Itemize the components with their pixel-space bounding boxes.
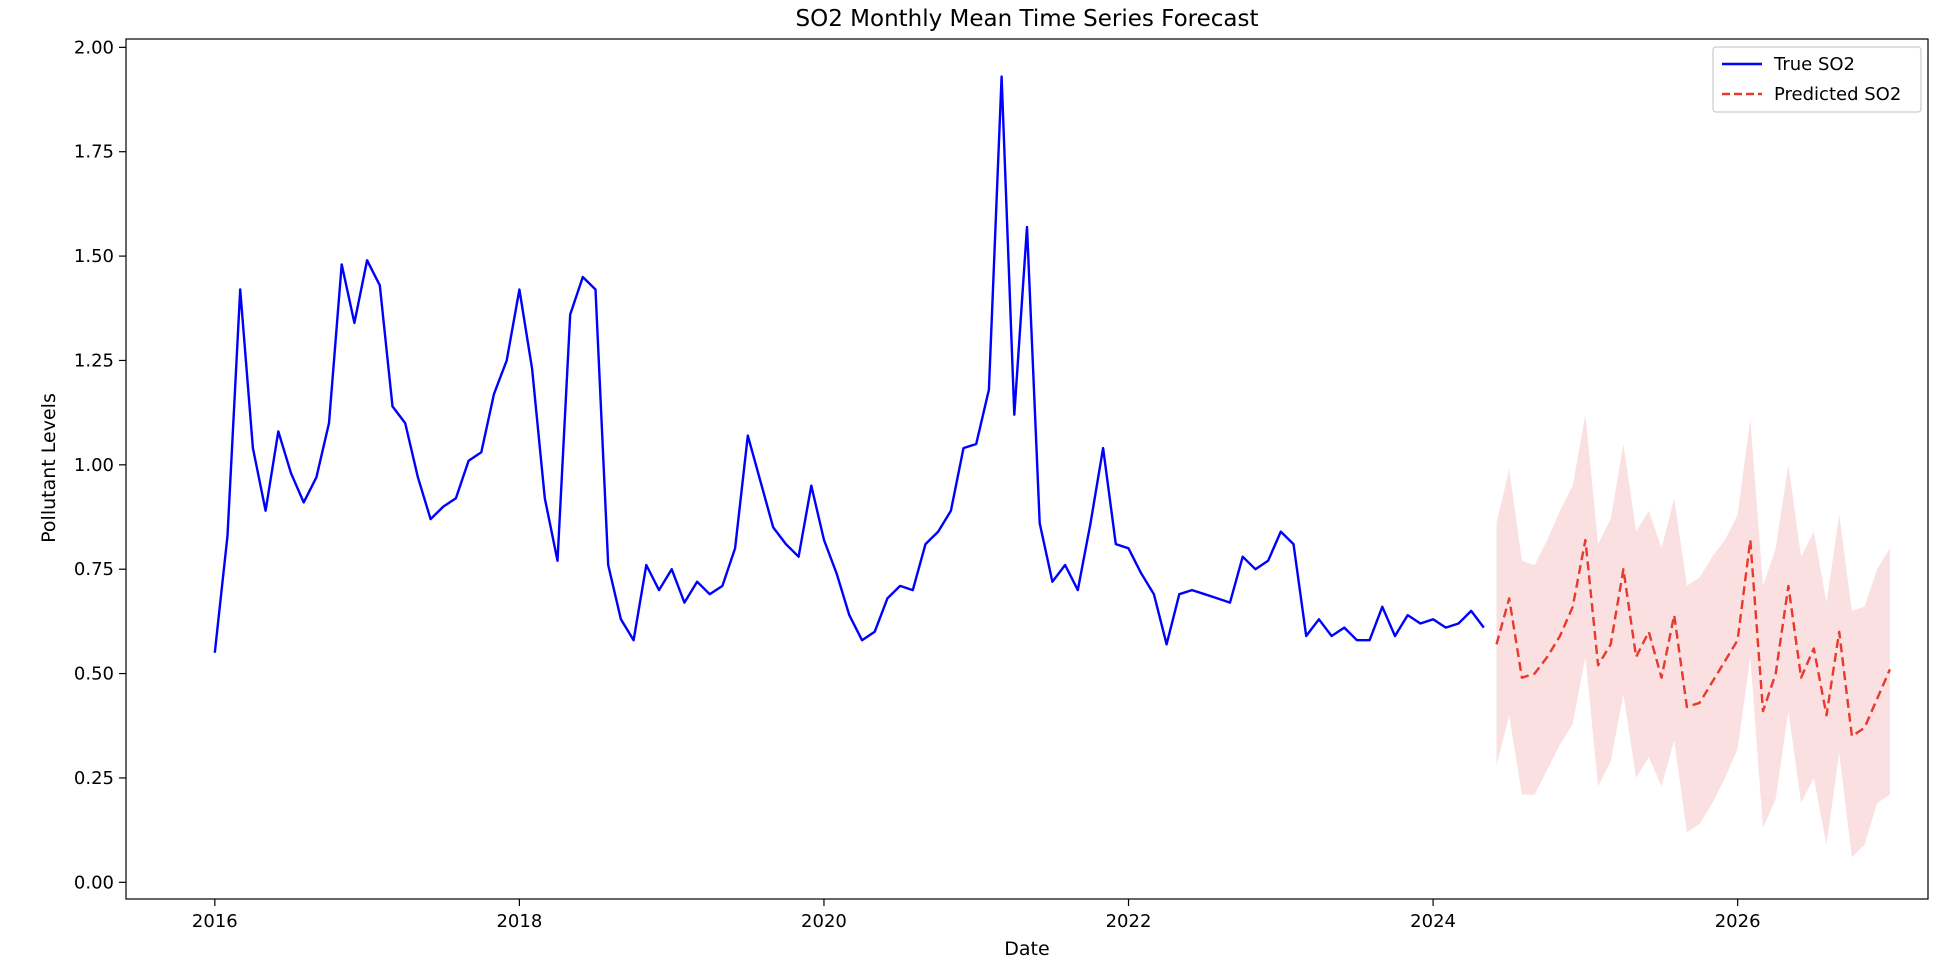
y-tick-label: 1.50 [74,246,114,267]
y-tick-label: 1.00 [74,455,114,476]
true-so2-line [213,75,1485,653]
x-tick-label: 2026 [1715,911,1761,932]
y-tick-label: 1.25 [74,350,114,371]
x-tick-label: 2016 [192,911,238,932]
predicted-so2-confidence-band [1496,414,1890,858]
x-tick-label: 2018 [496,911,542,932]
x-tick-label: 2022 [1106,911,1152,932]
x-axis-label: Date [1004,938,1049,960]
y-tick-label: 2.00 [74,37,114,58]
x-tick-label: 2024 [1410,911,1456,932]
x-tick-label: 2020 [801,911,847,932]
y-tick-label: 0.25 [74,768,114,789]
x-axis: 2016 2018 2020 2022 2024 2026 [192,899,1761,932]
y-tick-label: 0.50 [74,664,114,685]
y-axis: 0.00 0.25 0.50 0.75 1.00 1.25 1.50 1.75 2.00 [74,37,126,893]
legend-predicted-so2-label: Predicted SO2 [1774,84,1901,105]
legend: True SO2 Predicted SO2 [1712,46,1922,113]
y-tick-label: 0.75 [74,559,114,580]
chart-title: SO2 Monthly Mean Time Series Forecast [796,6,1259,32]
plot-frame [125,38,1929,900]
y-tick-label: 0.00 [74,872,114,893]
predicted-so2-line [1495,538,1892,738]
plot-layer [213,75,1892,858]
legend-box [1712,46,1922,113]
y-tick-label: 1.75 [74,142,114,163]
legend-true-so2-label: True SO2 [1773,54,1855,75]
y-axis-label: Pollutant Levels [38,393,60,543]
